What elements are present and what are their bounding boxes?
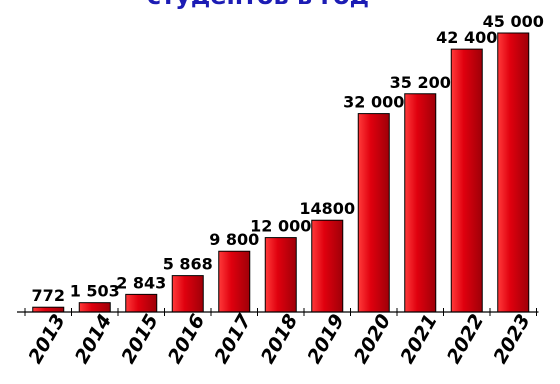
x-tick-label: 2022 [443, 311, 488, 368]
data-label: 12 000 [250, 217, 311, 236]
bar-2018 [264, 237, 297, 313]
x-tick-label: 2023 [489, 311, 534, 368]
bar-2021 [404, 93, 437, 313]
bar-2014 [78, 302, 111, 313]
x-tick-label: 2017 [210, 310, 256, 367]
data-label: 32 000 [343, 93, 404, 112]
x-tick-label: 2019 [303, 311, 348, 368]
bar-2016 [171, 275, 204, 313]
bar-2013 [32, 306, 65, 313]
data-label: 42 400 [436, 28, 497, 47]
data-label: 5 868 [163, 255, 213, 274]
data-label: 14800 [299, 199, 355, 218]
bar-2023 [497, 32, 530, 313]
x-tick-label: 2016 [164, 311, 209, 368]
bar-2020 [357, 113, 390, 313]
data-label: 9 800 [209, 230, 259, 249]
data-label: 35 200 [390, 73, 451, 92]
x-tick-label: 2013 [24, 311, 69, 368]
bar-2019 [311, 219, 344, 313]
data-label: 2 843 [116, 273, 166, 292]
data-label: 772 [32, 286, 65, 305]
x-tick-label: 2021 [396, 311, 441, 368]
x-tick-label: 2014 [71, 311, 116, 368]
bar-2022 [450, 48, 483, 313]
data-label: 45 000 [483, 12, 544, 31]
chart-title: студентов в год [147, 0, 369, 10]
data-label: 1 503 [70, 282, 120, 301]
x-tick-label: 2018 [257, 311, 302, 368]
bar-2017 [218, 250, 251, 313]
x-tick-label: 2015 [117, 311, 162, 368]
x-tick-label: 2020 [350, 311, 395, 368]
bar-2015 [125, 293, 158, 313]
